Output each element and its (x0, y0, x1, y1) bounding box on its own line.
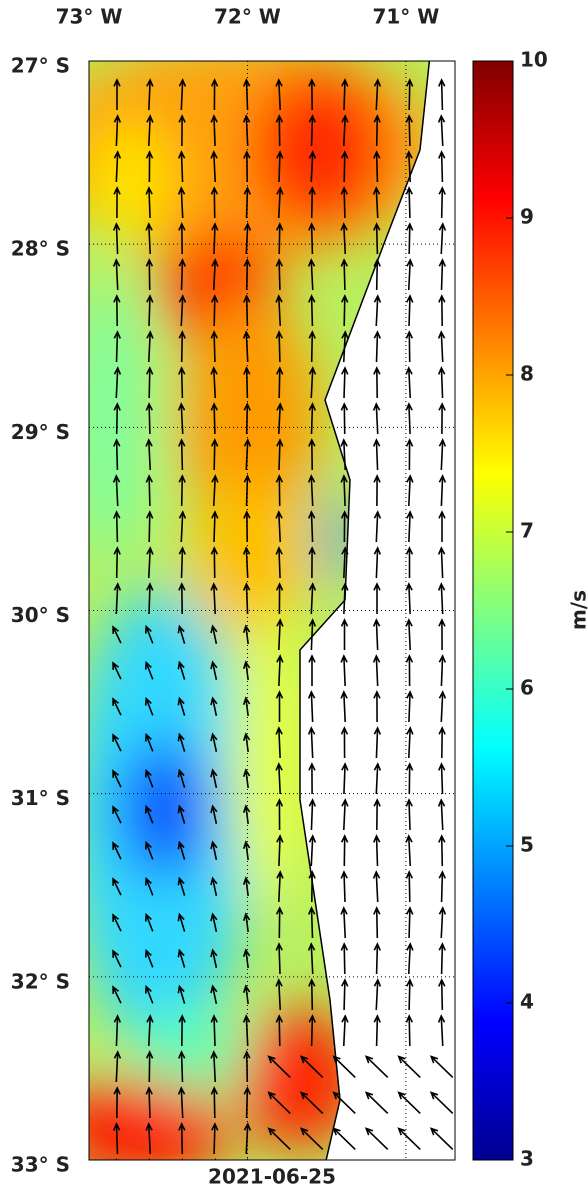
wind-arrow (146, 1160, 152, 1188)
date-label: 2021-06-25 (208, 1165, 336, 1189)
colorbar-tick-label: 3 (520, 1147, 534, 1171)
lon-tick-label: 71° W (372, 5, 439, 29)
lon-tick-label: 73° W (56, 5, 123, 29)
colorbar-tick-label: 8 (520, 362, 534, 386)
wind-arrow (366, 1165, 388, 1186)
wind-arrow (334, 1165, 356, 1186)
colorbar-tick-label: 9 (520, 205, 534, 229)
colorbar-tick-label: 6 (520, 676, 534, 700)
colorbar-label: m/s (567, 590, 588, 630)
lat-tick-label: 27° S (11, 54, 70, 78)
colorbar-tick-label: 5 (520, 833, 534, 857)
colorbar-tick-label: 10 (520, 48, 548, 72)
colorbar-tick-label: 7 (520, 519, 534, 543)
wind-arrow (179, 1160, 185, 1188)
lon-tick-label: 72° W (214, 5, 281, 29)
wind-arrow (114, 1160, 120, 1188)
wind-arrow (399, 1165, 421, 1186)
colorbar-tick-label: 4 (520, 990, 534, 1014)
lat-tick-label: 30° S (11, 603, 70, 627)
lat-tick-label: 28° S (11, 237, 70, 261)
lat-tick-label: 31° S (11, 786, 70, 810)
lat-tick-label: 32° S (11, 969, 70, 993)
wind-arrow (431, 1165, 453, 1186)
lat-tick-label: 33° S (11, 1153, 70, 1177)
lat-tick-label: 29° S (11, 420, 70, 444)
colorbar (473, 61, 513, 1160)
